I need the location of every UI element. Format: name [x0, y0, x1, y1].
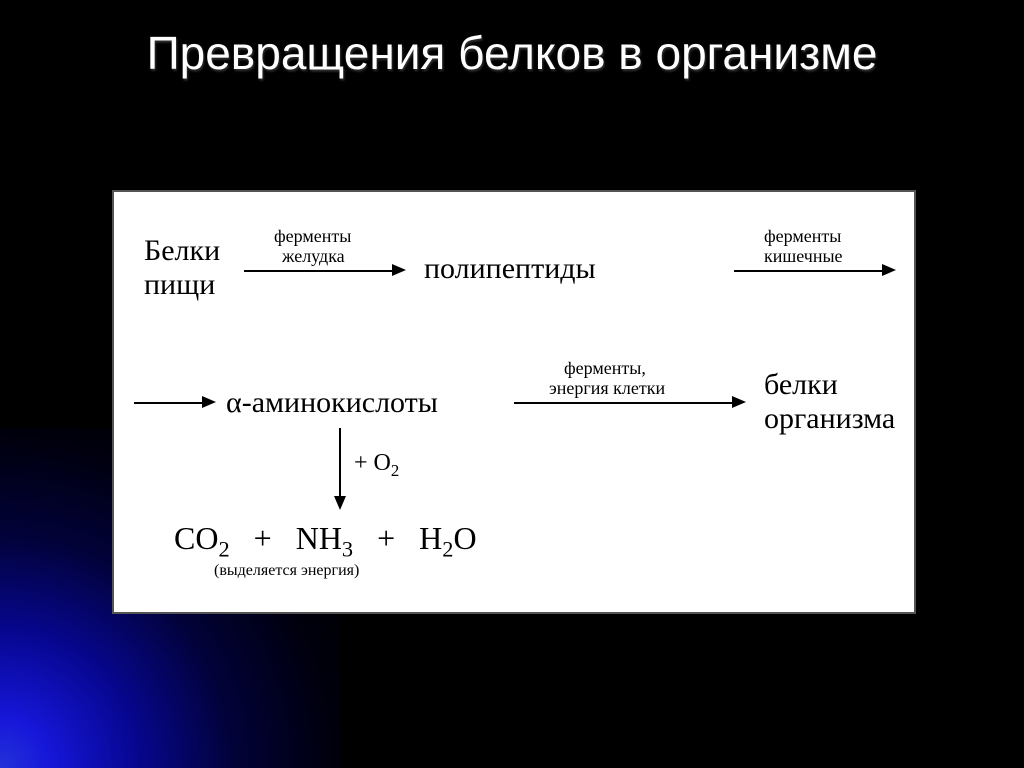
plus-1: + — [254, 520, 272, 556]
arrow-4-head — [732, 396, 746, 408]
node-food-proteins-line2: пищи — [144, 268, 215, 302]
slide: Превращения белков в организме Белки пищ… — [0, 0, 1024, 768]
arrow-5-line — [339, 428, 341, 498]
arrow-1-head — [392, 264, 406, 276]
plus-2: + — [377, 520, 395, 556]
slide-title: Превращения белков в организме — [0, 26, 1024, 81]
arrow-1-line — [244, 270, 394, 272]
label-intestinal-enzymes-l2: кишечные — [764, 246, 843, 267]
node-body-proteins-l1: белки — [764, 368, 838, 402]
arrow-3-head — [202, 396, 216, 408]
node-food-proteins-line1: Белки — [144, 234, 220, 268]
diagram-box: Белки пищи ферменты желудка полипептиды … — [112, 190, 916, 614]
arrow-4-line — [514, 402, 734, 404]
node-polypeptides: полипептиды — [424, 252, 596, 286]
node-body-proteins-l2: организма — [764, 402, 895, 436]
products-formula: CO2 + NH3 + H2O — [174, 520, 477, 562]
co2-c: CO — [174, 520, 218, 556]
h2o-h: H — [419, 520, 442, 556]
energy-note: (выделяется энергия) — [214, 562, 359, 580]
nh3-n: NH — [296, 520, 342, 556]
label-intestinal-enzymes-l1: ферменты — [764, 226, 841, 247]
plus-o2-sub: 2 — [391, 461, 399, 480]
plus-o2-text: + O — [354, 450, 391, 476]
label-cell-enzymes-l2: энергия клетки — [549, 378, 665, 399]
label-stomach-enzymes-l1: ферменты — [274, 226, 351, 247]
label-stomach-enzymes-l2: желудка — [282, 246, 345, 267]
h2o-o: O — [453, 520, 476, 556]
label-plus-o2: + O2 — [354, 450, 399, 481]
node-alpha-amino: α-аминокислоты — [226, 386, 438, 420]
arrow-3-line — [134, 402, 204, 404]
arrow-2-head — [882, 264, 896, 276]
label-cell-enzymes-l1: ферменты, — [564, 358, 646, 379]
arrow-2-line — [734, 270, 884, 272]
arrow-5-head — [334, 496, 346, 510]
